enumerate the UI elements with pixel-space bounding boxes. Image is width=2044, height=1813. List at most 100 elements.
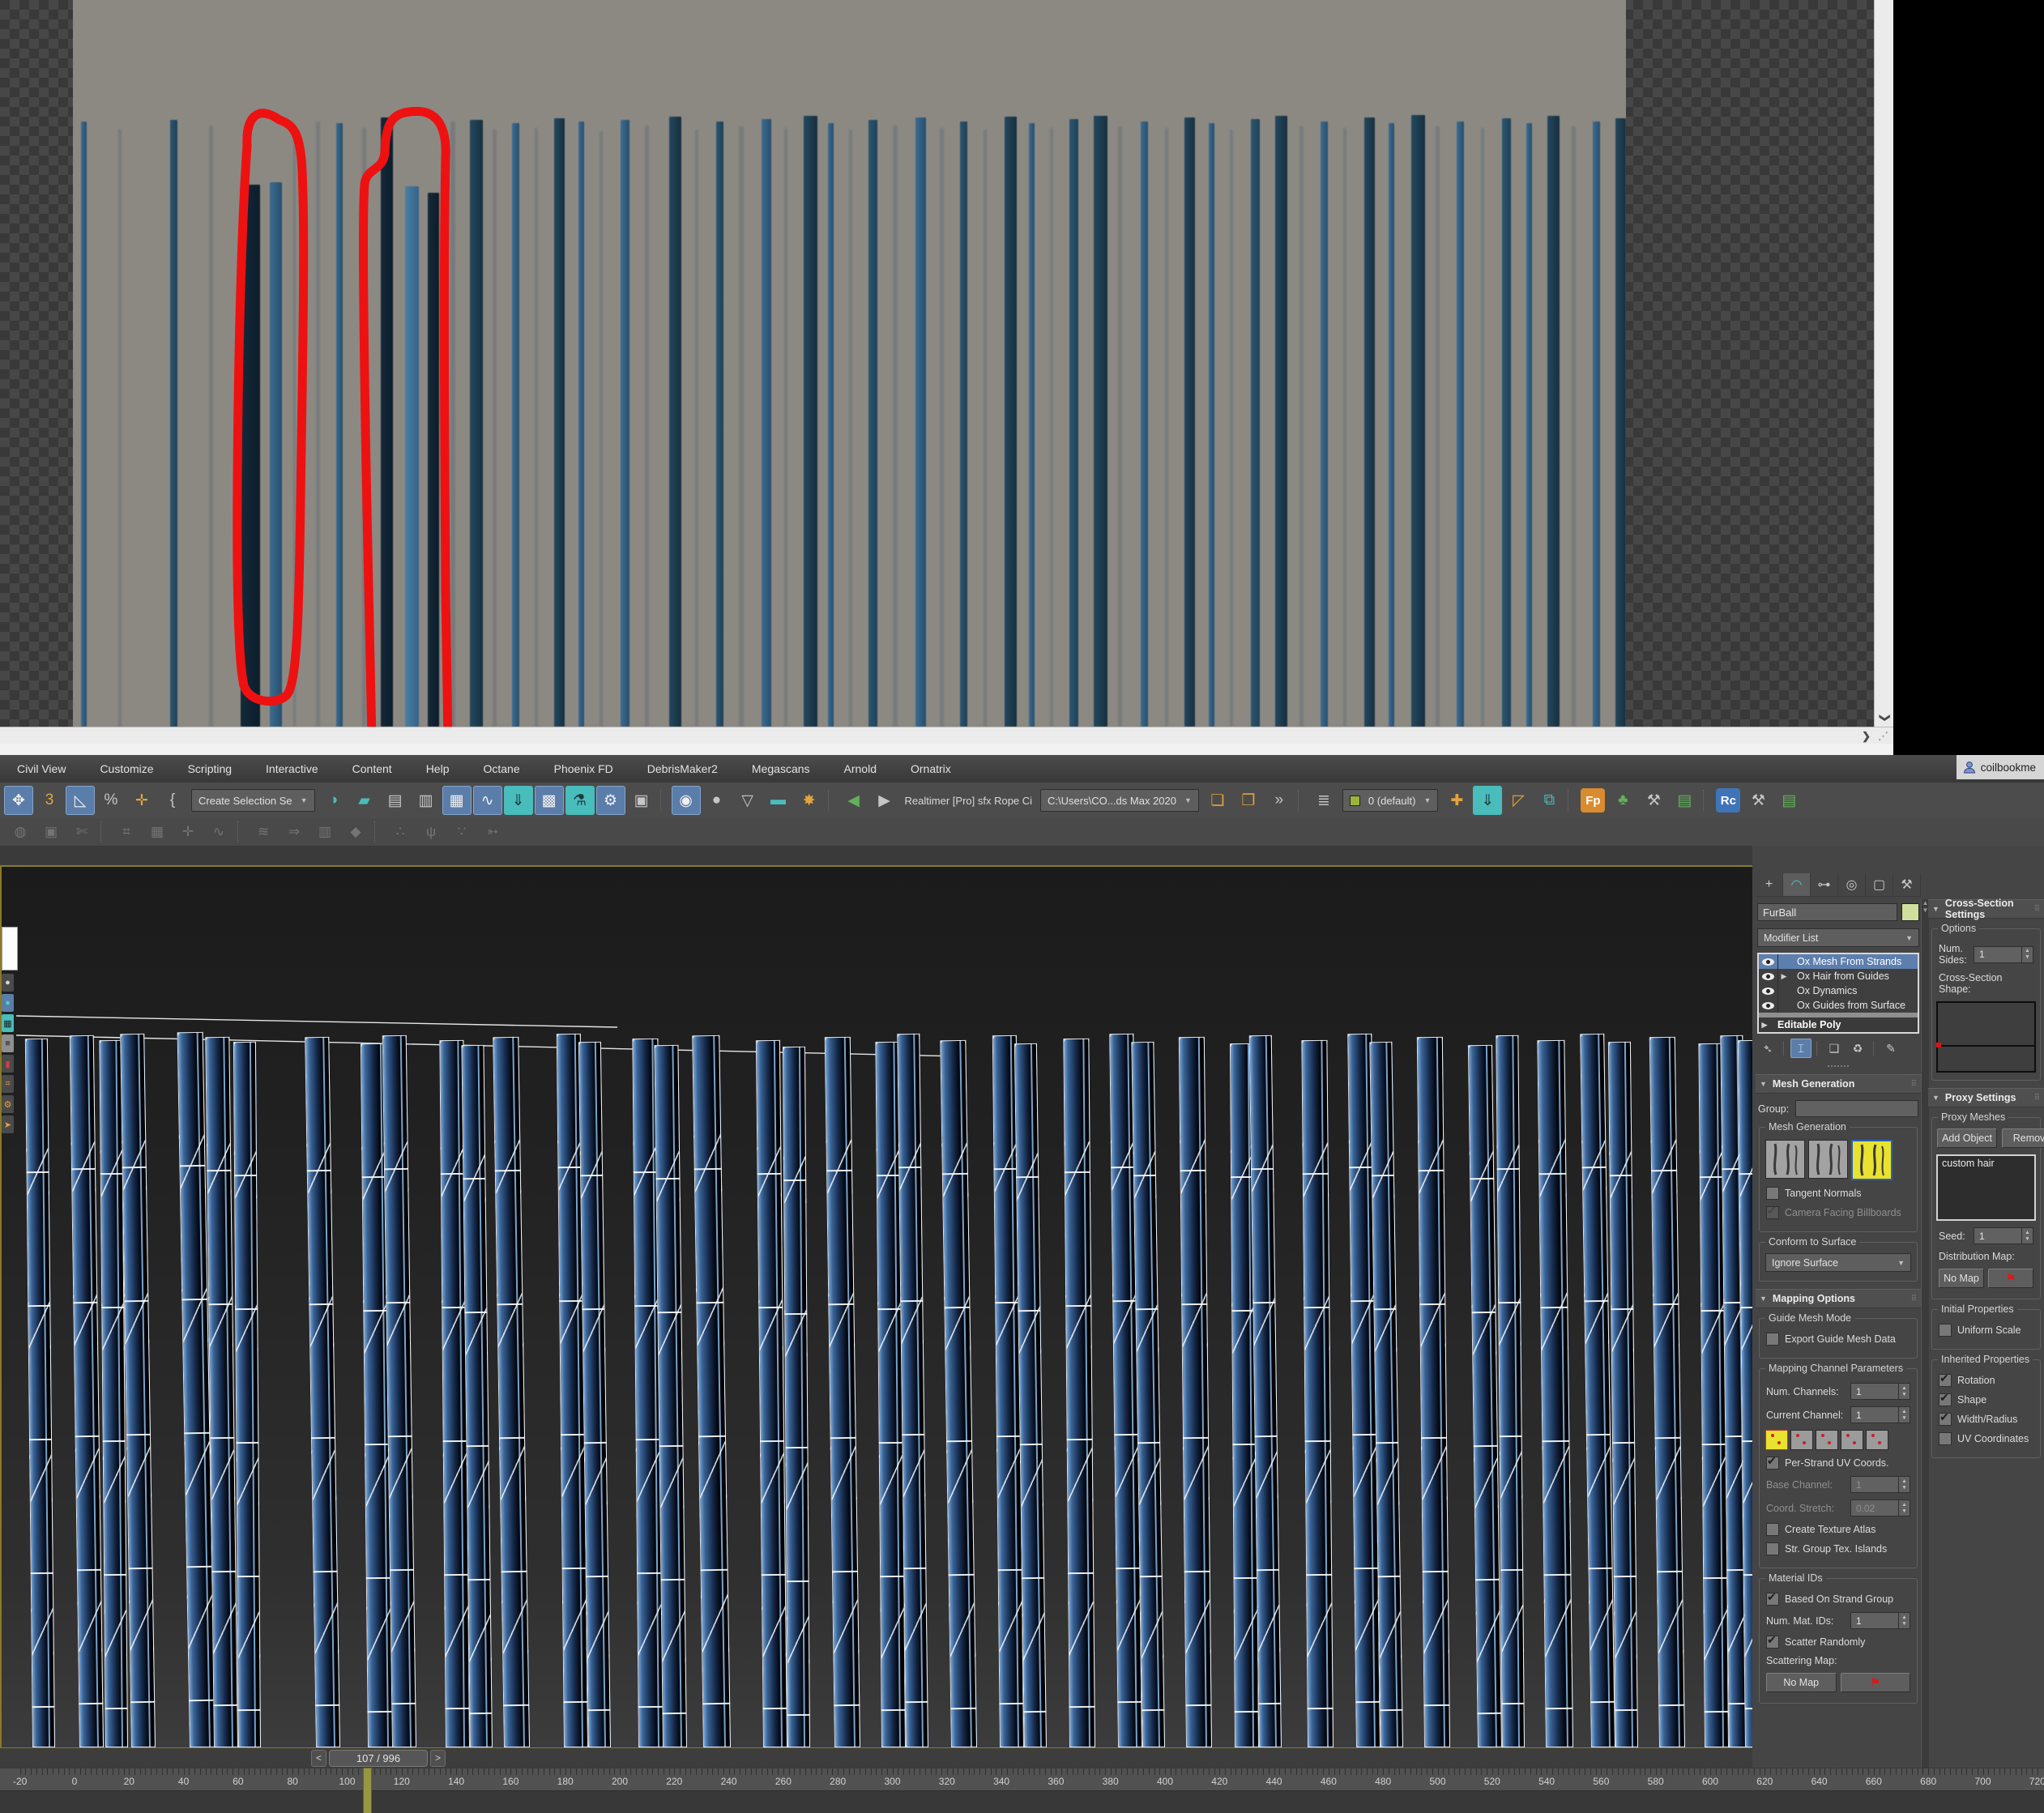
- pin-stack-icon[interactable]: ➴: [1763, 1041, 1773, 1055]
- forest-pack-badge[interactable]: Fp: [1581, 788, 1606, 813]
- mini-checker-icon[interactable]: ▦: [2, 1014, 14, 1032]
- checkbox-export-guide-mesh-data[interactable]: [1766, 1333, 1779, 1346]
- user-account-chip[interactable]: coilbookme: [1956, 755, 2044, 779]
- spinner-arrows-icon[interactable]: ▲ ▼: [1899, 1499, 1910, 1517]
- checkbox-camera-facing-billboards[interactable]: [1766, 1204, 1779, 1219]
- hair-wave-icon[interactable]: ≋: [257, 824, 270, 839]
- map-button[interactable]: No Map: [1939, 1269, 1984, 1288]
- forest-tools-icon[interactable]: ⚒: [1646, 791, 1661, 809]
- spinner-current-channel-[interactable]: 1 ▲ ▼: [1850, 1406, 1910, 1423]
- schematic-view-icon[interactable]: ▩: [534, 786, 564, 815]
- selection-set-dropdown[interactable]: Create Selection Se ▼: [191, 789, 315, 812]
- cross-section-shape-editor[interactable]: [1936, 1001, 2036, 1073]
- named-selection-icon[interactable]: {: [169, 791, 176, 808]
- checkbox-shape[interactable]: [1939, 1391, 1952, 1406]
- timeline-ruler[interactable]: -20 0 20 40 60 80 100 120 140 160 180 200 220 240 260 2…: [0, 1768, 2044, 1791]
- panel-scrollbar[interactable]: ▲ ▼: [1921, 899, 1929, 1768]
- mapping-thumb-0[interactable]: [1765, 1430, 1788, 1450]
- ribbon-toggle-icon[interactable]: ▦: [442, 786, 472, 815]
- spinner-snap-icon[interactable]: ✛: [135, 791, 148, 809]
- scroll-right-icon[interactable]: ❯: [1862, 730, 1871, 742]
- mini-square-icon[interactable]: ■: [2, 1034, 14, 1052]
- motion-tab[interactable]: ◎: [1838, 873, 1866, 896]
- spinner-arrows-icon[interactable]: ▲ ▼: [1899, 1612, 1910, 1629]
- hair-tree-icon[interactable]: ➳: [486, 824, 499, 839]
- checkbox-tangent-normals[interactable]: [1766, 1187, 1779, 1200]
- hair-braid-icon[interactable]: ◆: [350, 824, 361, 839]
- mini-sphere-icon[interactable]: ●: [2, 974, 14, 992]
- list-item[interactable]: custom hair: [1942, 1158, 1995, 1169]
- hair-panel-icon[interactable]: ▥: [318, 824, 332, 839]
- visibility-toggle[interactable]: [1759, 954, 1778, 969]
- object-color-swatch[interactable]: [1901, 903, 1919, 921]
- scene-explorer-icon[interactable]: ▤: [387, 791, 403, 809]
- modifier-row[interactable]: Ox Dynamics: [1759, 983, 1918, 998]
- checkbox-uv-coordinates[interactable]: [1939, 1432, 1952, 1445]
- curve-editor-icon[interactable]: ∿: [472, 786, 502, 815]
- checkbox-create-texture-atlas[interactable]: [1766, 1523, 1779, 1536]
- forest-trees-icon[interactable]: ♣: [1618, 791, 1628, 808]
- layer-explorer-icon[interactable]: ▥: [418, 791, 433, 809]
- viewport-canvas[interactable]: ● ● ▦ ■ ▮ ⌗ ⚙ ➤: [0, 865, 1752, 1748]
- mapping-thumb-1[interactable]: [1790, 1430, 1813, 1450]
- layer-stack-icon[interactable]: ≣: [1316, 791, 1330, 809]
- spinner-num-channels-[interactable]: 1 ▲ ▼: [1850, 1383, 1910, 1400]
- spinner-arrows-icon[interactable]: ▲ ▼: [1899, 1383, 1910, 1400]
- scroll-down-icon[interactable]: ❮: [1877, 713, 1890, 723]
- hair-strand-icon[interactable]: ψ: [425, 824, 437, 839]
- dope-sheet-icon[interactable]: ⇓: [503, 786, 533, 815]
- show-end-result-icon[interactable]: ⌶: [1790, 1039, 1811, 1058]
- cloth-icon[interactable]: ▽: [741, 791, 753, 809]
- mapping-thumb-3[interactable]: [1841, 1430, 1863, 1450]
- rollout-header-cross-section-settings[interactable]: ▼ Cross-Section Settings ⠿: [1928, 898, 2044, 920]
- menu-item-civil-view[interactable]: Civil View: [17, 762, 66, 775]
- checkbox-per-strand-uv-coords-[interactable]: [1766, 1454, 1779, 1470]
- hair-export-icon[interactable]: ⇒: [288, 824, 301, 839]
- layer-dropdown[interactable]: 0 (default) ▼: [1342, 789, 1439, 812]
- spinner-seed-[interactable]: 1 ▲ ▼: [1974, 1227, 2033, 1244]
- capsule-icon[interactable]: ▬: [770, 791, 787, 808]
- save-plus-icon[interactable]: ❏: [1210, 791, 1225, 809]
- checkbox-based-on-strand-group[interactable]: [1766, 1590, 1779, 1606]
- visibility-toggle[interactable]: [1759, 998, 1778, 1013]
- modifier-list-dropdown[interactable]: Modifier List ▼: [1757, 928, 1919, 947]
- viewport[interactable]: ● ● ▦ ■ ▮ ⌗ ⚙ ➤: [0, 846, 1752, 1748]
- mini-gear-icon[interactable]: ⚙: [2, 1095, 14, 1113]
- object-name-field[interactable]: FurBall: [1757, 903, 1897, 921]
- railclone-tools-icon[interactable]: ⚒: [1751, 791, 1765, 809]
- remove-button[interactable]: Remove: [2002, 1128, 2044, 1148]
- profile-point[interactable]: [1936, 1043, 1941, 1048]
- checkbox-uniform-scale[interactable]: [1939, 1324, 1952, 1337]
- hair-scatter-icon[interactable]: ∴: [395, 824, 405, 839]
- menu-item-help[interactable]: Help: [425, 762, 450, 775]
- railclone-list-icon[interactable]: ▤: [1782, 791, 1797, 809]
- menu-item-content[interactable]: Content: [352, 762, 392, 775]
- mesh-type-thumb-1[interactable]: [1808, 1140, 1848, 1179]
- spark-icon[interactable]: ✸: [802, 791, 816, 809]
- vertical-scrollbar[interactable]: ❮: [1874, 0, 1894, 727]
- mini-ball-icon[interactable]: ●: [2, 994, 14, 1012]
- modifier-row[interactable]: Ox Mesh From Strands: [1759, 954, 1918, 969]
- expand-arrow-icon[interactable]: ▶: [1781, 971, 1787, 980]
- overflow-chevrons-icon[interactable]: »: [1274, 791, 1284, 808]
- mapping-thumb-2[interactable]: [1816, 1430, 1838, 1450]
- hair-cut-icon[interactable]: ✄: [75, 824, 88, 839]
- spinner-arrows-icon[interactable]: ▲ ▼: [1899, 1476, 1910, 1493]
- rendered-frame-icon[interactable]: ▣: [634, 791, 649, 809]
- spinner-num-sides-[interactable]: 1 ▲ ▼: [1974, 945, 2033, 963]
- modifier-row[interactable]: ▶ Ox Hair from Guides: [1759, 969, 1918, 983]
- rollout-header-mesh-generation[interactable]: ▼ Mesh Generation ⠿: [1756, 1074, 1921, 1094]
- mini-grid-icon[interactable]: ⌗: [2, 1075, 14, 1093]
- checkbox-width-radius[interactable]: [1939, 1410, 1952, 1426]
- material-editor-icon[interactable]: ⚗: [565, 786, 595, 815]
- spinner-arrows-icon[interactable]: ▲ ▼: [2022, 1227, 2033, 1244]
- menu-item-arnold[interactable]: Arnold: [843, 762, 877, 775]
- open-explorer-icon[interactable]: ◉: [671, 786, 701, 815]
- add-to-layer-icon[interactable]: ✚: [1450, 791, 1464, 809]
- create-tab[interactable]: +: [1756, 873, 1783, 896]
- make-unique-icon[interactable]: ❑: [1829, 1041, 1840, 1055]
- hierarchy-tab[interactable]: ⊶: [1811, 873, 1838, 896]
- spinner-base-channel-[interactable]: 1 ▲ ▼: [1850, 1476, 1910, 1493]
- add-object-button[interactable]: Add Object: [1937, 1128, 1997, 1148]
- menu-item-customize[interactable]: Customize: [100, 762, 154, 775]
